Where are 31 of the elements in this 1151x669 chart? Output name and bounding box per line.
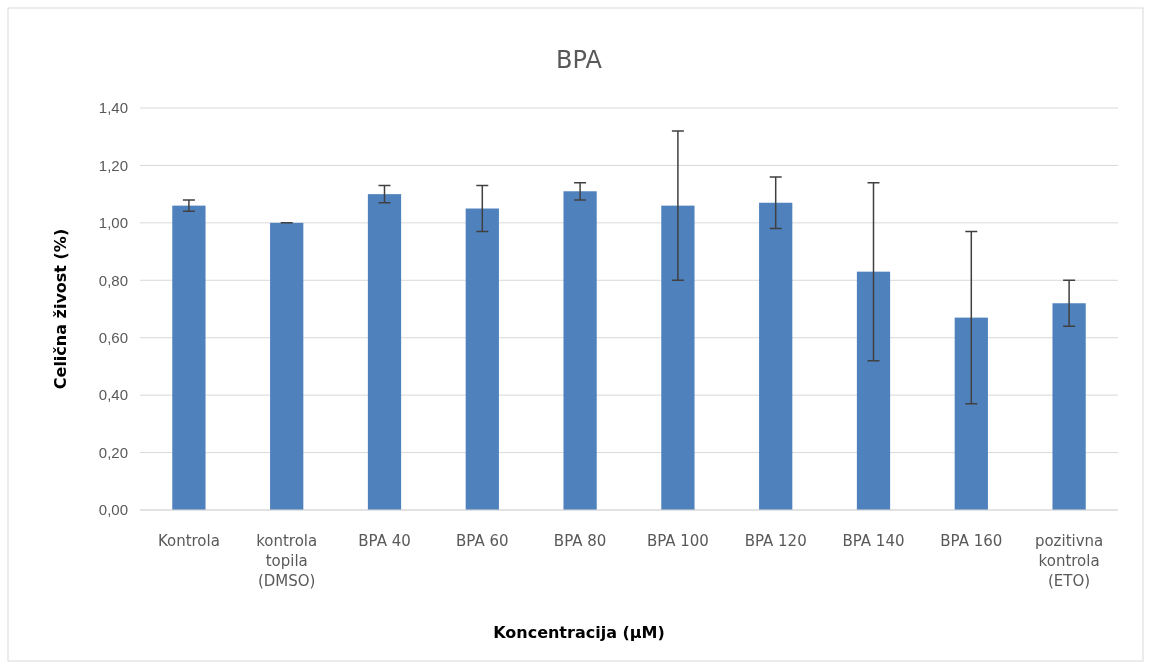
x-tick-label: BPA 100 xyxy=(646,532,709,550)
bar xyxy=(856,271,891,510)
y-tick-label: 0,40 xyxy=(98,386,128,404)
y-axis-title: Celična živost (%) xyxy=(51,228,70,390)
x-tick-label: BPA 80 xyxy=(553,532,607,550)
bar xyxy=(759,202,793,510)
y-tick-label: 1,20 xyxy=(98,156,128,174)
bar xyxy=(172,205,206,510)
y-tick-label: 0,00 xyxy=(98,501,128,519)
x-tick-label: Kontrola xyxy=(157,532,220,550)
x-tick-label: pozitivna kontrola (ETO) xyxy=(1034,532,1104,590)
bar xyxy=(954,317,988,510)
bar xyxy=(465,208,499,510)
bar xyxy=(270,222,304,510)
y-tick-label: 0,20 xyxy=(98,443,128,461)
bar xyxy=(367,194,402,510)
x-tick-label: BPA 120 xyxy=(744,532,807,550)
x-axis-title: Koncentracija (μM) xyxy=(493,623,665,642)
x-tick-label: BPA 40 xyxy=(358,532,411,550)
x-tick-label: BPA 60 xyxy=(456,532,509,550)
chart-title: BPA xyxy=(556,46,603,74)
bar xyxy=(1052,303,1086,510)
x-tick-label: BPA 160 xyxy=(940,532,1003,550)
y-tick-label: 1,00 xyxy=(98,214,128,232)
bar xyxy=(563,191,597,510)
y-tick-label: 0,60 xyxy=(98,329,128,347)
x-tick-label: BPA 140 xyxy=(842,532,905,550)
x-tick-label: kontrola topila (DMSO) xyxy=(256,532,318,590)
y-tick-label: 1,40 xyxy=(98,99,128,117)
y-tick-label: 0,80 xyxy=(98,271,128,289)
bar xyxy=(661,205,695,510)
